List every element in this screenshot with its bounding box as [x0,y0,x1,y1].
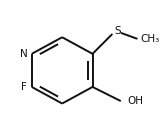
Text: OH: OH [127,96,143,106]
Text: N: N [20,49,28,59]
Text: F: F [21,82,27,92]
Text: CH₃: CH₃ [140,34,159,44]
Text: S: S [115,26,121,36]
